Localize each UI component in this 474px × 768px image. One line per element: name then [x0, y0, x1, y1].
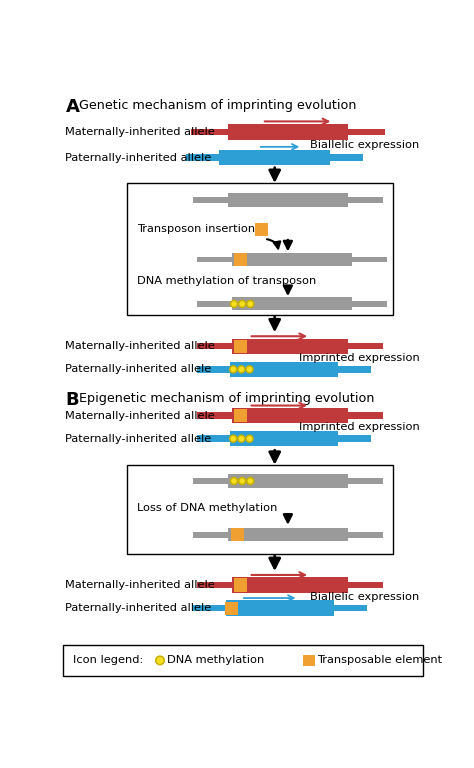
Text: Paternally-inherited allele: Paternally-inherited allele [65, 153, 212, 163]
Bar [219, 150, 330, 165]
Bar [186, 154, 219, 161]
Bar [193, 605, 226, 611]
Text: Paternally-inherited allele: Paternally-inherited allele [65, 603, 212, 613]
Text: Transposon insertion: Transposon insertion [137, 224, 255, 234]
Bar [232, 578, 348, 593]
Text: Biallelic expression: Biallelic expression [310, 140, 419, 150]
Text: Paternally-inherited allele: Paternally-inherited allele [65, 434, 212, 444]
Bar [197, 366, 230, 372]
Bar [348, 478, 383, 484]
Bar [193, 478, 228, 484]
Text: Loss of DNA methylation: Loss of DNA methylation [137, 503, 277, 513]
Bar [348, 412, 383, 419]
Text: Paternally-inherited allele: Paternally-inherited allele [65, 364, 212, 374]
Circle shape [247, 300, 254, 307]
Bar [128, 183, 392, 316]
Text: B: B [65, 391, 79, 409]
Circle shape [230, 366, 237, 372]
Bar [234, 253, 247, 266]
Bar [234, 339, 247, 353]
Bar [232, 339, 348, 354]
Bar [232, 297, 352, 310]
Circle shape [247, 478, 254, 485]
Bar [225, 601, 238, 614]
Bar [334, 605, 367, 611]
Bar [193, 197, 228, 203]
Bar [197, 301, 232, 306]
Text: DNA methylation of transposon: DNA methylation of transposon [137, 276, 316, 286]
Circle shape [230, 300, 237, 307]
Bar [330, 154, 364, 161]
Text: Maternally-inherited allele: Maternally-inherited allele [65, 411, 215, 421]
Text: Maternally-inherited allele: Maternally-inherited allele [65, 127, 215, 137]
Circle shape [239, 478, 246, 485]
Circle shape [238, 435, 245, 442]
Bar [255, 223, 268, 236]
Bar [352, 257, 387, 262]
Bar [232, 408, 348, 423]
Text: Imprinted expression: Imprinted expression [299, 422, 419, 432]
Bar [234, 409, 247, 422]
Bar [338, 366, 371, 372]
Bar [338, 435, 371, 442]
Bar [352, 301, 387, 306]
Bar [348, 197, 383, 203]
Text: Epigenetic mechanism of imprinting evolution: Epigenetic mechanism of imprinting evolu… [80, 392, 375, 405]
Bar [228, 194, 348, 207]
Bar [197, 343, 232, 349]
Bar [228, 528, 348, 541]
Bar [197, 435, 230, 442]
Circle shape [156, 656, 164, 664]
Bar [303, 654, 315, 666]
Text: Biallelic expression: Biallelic expression [310, 591, 419, 601]
Bar [63, 645, 423, 676]
Bar [128, 465, 392, 554]
Circle shape [230, 478, 237, 485]
Text: DNA methylation: DNA methylation [167, 655, 264, 665]
Text: A: A [65, 98, 79, 116]
Bar [230, 362, 338, 377]
Bar [197, 257, 232, 262]
Circle shape [246, 366, 253, 372]
Bar [191, 129, 228, 135]
Bar [193, 532, 228, 538]
Circle shape [246, 435, 253, 442]
Bar [348, 343, 383, 349]
Circle shape [239, 300, 246, 307]
Bar [348, 129, 385, 135]
Text: Genetic mechanism of imprinting evolution: Genetic mechanism of imprinting evolutio… [80, 99, 357, 112]
Circle shape [230, 435, 237, 442]
Text: Maternally-inherited allele: Maternally-inherited allele [65, 580, 215, 590]
Bar [228, 475, 348, 488]
Text: Imprinted expression: Imprinted expression [299, 353, 419, 362]
Bar [197, 412, 232, 419]
Bar [348, 532, 383, 538]
Bar [231, 528, 245, 541]
Circle shape [238, 366, 245, 372]
Bar [228, 124, 348, 140]
Bar [348, 581, 383, 588]
Bar [197, 581, 232, 588]
Text: Icon legend:: Icon legend: [73, 655, 144, 665]
Text: Maternally-inherited allele: Maternally-inherited allele [65, 341, 215, 351]
Text: Transposable element: Transposable element [317, 655, 442, 665]
Bar [232, 253, 352, 266]
Bar [234, 578, 247, 591]
Bar [230, 431, 338, 446]
Bar [226, 601, 334, 616]
